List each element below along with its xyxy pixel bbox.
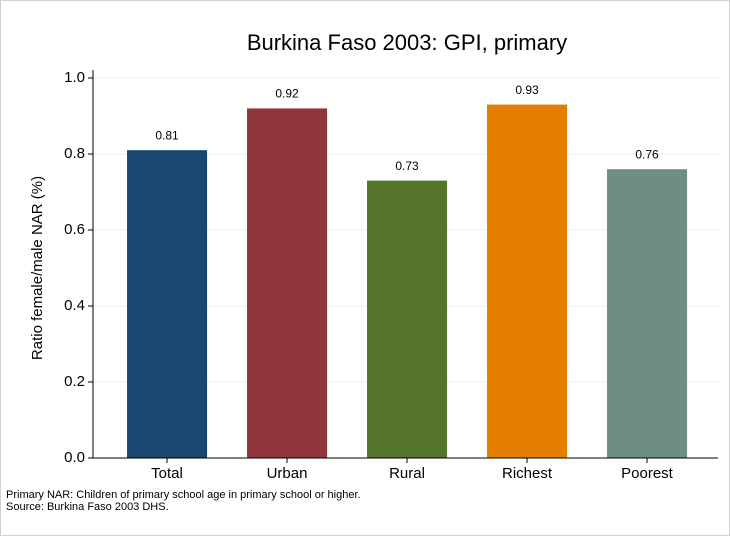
y-axis-label: Ratio female/male NAR (%) [29, 176, 46, 360]
value-label: 0.73 [395, 159, 419, 173]
x-tick-label: Poorest [621, 465, 674, 482]
chart-title: Burkina Faso 2003: GPI, primary [247, 30, 567, 55]
bar [487, 104, 568, 458]
x-tick-label: Rural [389, 465, 425, 482]
bar [247, 108, 328, 459]
bar [127, 150, 208, 458]
value-label: 0.81 [155, 128, 179, 142]
y-tick-label: 0.4 [64, 297, 85, 314]
y-tick-label: 1.0 [64, 69, 85, 86]
y-tick-label: 0.8 [64, 145, 85, 162]
bar [607, 169, 688, 458]
bar [367, 180, 448, 458]
x-tick-label: Richest [502, 465, 553, 482]
value-label: 0.92 [275, 87, 299, 101]
x-tick-label: Urban [267, 465, 308, 482]
value-label: 0.93 [515, 83, 539, 97]
y-tick-label: 0.6 [64, 221, 85, 238]
note: Primary NAR: Children of primary school … [6, 489, 361, 501]
note: Source: Burkina Faso 2003 DHS. [6, 501, 169, 513]
y-tick-label: 0.0 [64, 449, 85, 466]
value-label: 0.76 [635, 147, 659, 161]
y-tick-label: 0.2 [64, 373, 85, 390]
x-tick-label: Total [151, 465, 183, 482]
